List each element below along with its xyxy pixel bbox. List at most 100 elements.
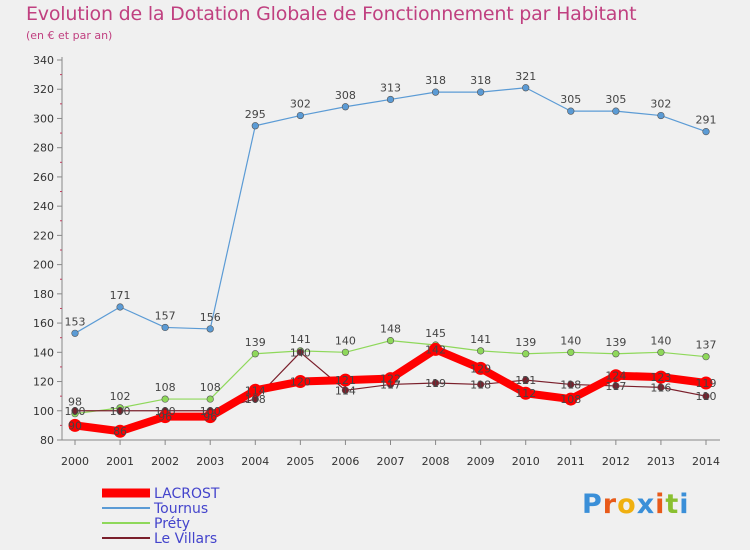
y-tick-label: 240 xyxy=(33,200,54,213)
data-label-tournus: 313 xyxy=(380,81,401,94)
y-tick-label: 300 xyxy=(33,112,54,125)
data-label-pr-ty: 140 xyxy=(650,334,671,347)
data-label-lacrost: 112 xyxy=(515,387,536,400)
data-label-lacrost: 122 xyxy=(380,373,401,386)
data-point-pr-ty xyxy=(702,353,710,361)
data-label-lacrost: 121 xyxy=(335,374,356,387)
data-label-le-villars: 100 xyxy=(200,405,221,418)
legend-label-tournus: Tournus xyxy=(153,501,208,517)
data-label-lacrost: 119 xyxy=(696,377,717,390)
data-label-tournus: 318 xyxy=(470,74,491,87)
data-label-lacrost: 124 xyxy=(605,370,626,383)
x-tick-label: 2004 xyxy=(241,455,269,468)
y-tick-label: 320 xyxy=(33,83,54,96)
data-point-lacrost xyxy=(654,370,668,384)
legend-label-le-villars: Le Villars xyxy=(154,531,217,547)
data-label-tournus: 157 xyxy=(155,309,176,322)
data-label-pr-ty: 139 xyxy=(605,336,626,349)
data-label-lacrost: 142 xyxy=(425,343,446,356)
data-label-tournus: 305 xyxy=(560,93,581,106)
chart-axes: 80 100 120 140 160 180 200 220 240 260 280 300 320 34… xyxy=(33,54,720,468)
y-tick-label: 220 xyxy=(33,229,54,242)
data-point-pr-ty xyxy=(251,350,259,358)
data-label-lacrost: 114 xyxy=(245,384,266,397)
data-label-lacrost: 96 xyxy=(203,411,217,424)
data-point-le-villars xyxy=(71,407,79,415)
y-tick-label: 100 xyxy=(33,405,54,418)
data-label-le-villars: 121 xyxy=(515,374,536,387)
data-label-pr-ty: 145 xyxy=(425,327,446,340)
data-label-le-villars: 100 xyxy=(110,405,131,418)
data-label-pr-ty: 108 xyxy=(200,381,221,394)
data-point-lacrost xyxy=(293,375,307,389)
data-label-tournus: 321 xyxy=(515,70,536,83)
data-point-pr-ty xyxy=(567,348,575,356)
y-tick-label: 160 xyxy=(33,317,54,330)
data-point-le-villars xyxy=(116,407,124,415)
data-point-tournus xyxy=(386,95,395,104)
x-tick-label: 2007 xyxy=(377,455,405,468)
series-points xyxy=(68,84,713,438)
data-label-le-villars: 117 xyxy=(380,378,401,391)
data-point-pr-ty xyxy=(477,347,485,355)
x-tick-label: 2009 xyxy=(467,455,495,468)
data-point-lacrost xyxy=(203,410,217,424)
data-label-lacrost: 129 xyxy=(470,362,491,375)
data-point-tournus xyxy=(522,84,530,92)
data-label-tournus: 295 xyxy=(245,108,266,121)
data-label-pr-ty: 140 xyxy=(560,334,581,347)
data-label-le-villars: 119 xyxy=(425,377,446,390)
data-point-tournus xyxy=(206,325,214,333)
y-tick-label: 260 xyxy=(33,171,54,184)
data-label-pr-ty: 139 xyxy=(515,336,536,349)
data-point-tournus xyxy=(341,103,350,111)
data-point-lacrost xyxy=(564,392,578,406)
data-label-tournus: 305 xyxy=(605,93,626,106)
data-point-tournus xyxy=(161,323,169,332)
proxiti-logo: Proxiti xyxy=(582,489,690,520)
data-label-le-villars: 118 xyxy=(560,378,581,391)
data-point-tournus xyxy=(567,107,575,115)
data-point-pr-ty xyxy=(341,348,350,356)
data-label-le-villars: 116 xyxy=(650,381,671,394)
chart-subtitle: (en € et par an) xyxy=(26,29,113,42)
data-point-le-villars xyxy=(296,348,304,356)
data-label-tournus: 308 xyxy=(335,89,356,102)
data-label-pr-ty: 98 xyxy=(68,396,82,409)
data-point-lacrost xyxy=(338,373,352,387)
data-point-lacrost xyxy=(474,361,488,375)
data-label-pr-ty: 137 xyxy=(696,339,717,352)
data-label-tournus: 171 xyxy=(110,289,131,302)
data-label-pr-ty: 102 xyxy=(110,390,131,403)
data-label-tournus: 153 xyxy=(65,315,86,328)
x-tick-label: 2011 xyxy=(557,455,585,468)
data-point-tournus xyxy=(477,88,485,96)
data-label-tournus: 291 xyxy=(696,114,717,127)
data-point-pr-ty xyxy=(206,395,214,403)
data-point-lacrost xyxy=(699,376,713,390)
data-point-pr-ty xyxy=(522,350,530,358)
data-point-lacrost xyxy=(158,410,172,424)
y-tick-label: 80 xyxy=(40,434,54,447)
data-label-pr-ty: 148 xyxy=(380,323,401,336)
chart-title: Evolution de la Dotation Globale de Fonc… xyxy=(26,3,637,25)
data-point-tournus xyxy=(431,88,440,96)
x-tick-label: 2003 xyxy=(196,455,224,468)
data-point-lacrost xyxy=(248,383,262,397)
data-label-lacrost: 120 xyxy=(290,376,311,389)
data-label-le-villars: 108 xyxy=(245,393,266,406)
y-tick-label: 120 xyxy=(33,376,54,389)
x-tick-label: 2013 xyxy=(647,455,675,468)
data-point-le-villars xyxy=(702,392,710,400)
data-label-tournus: 156 xyxy=(200,311,221,324)
legend-label-lacrost: LACROST xyxy=(154,486,220,502)
x-tick-label: 2002 xyxy=(151,455,179,468)
x-tick-label: 2010 xyxy=(512,455,540,468)
data-point-pr-ty xyxy=(161,395,169,403)
data-point-le-villars xyxy=(567,380,575,389)
data-label-lacrost: 86 xyxy=(113,425,127,438)
data-label-pr-ty: 141 xyxy=(290,333,311,346)
data-label-le-villars: 114 xyxy=(335,384,356,397)
data-point-pr-ty xyxy=(386,337,395,345)
